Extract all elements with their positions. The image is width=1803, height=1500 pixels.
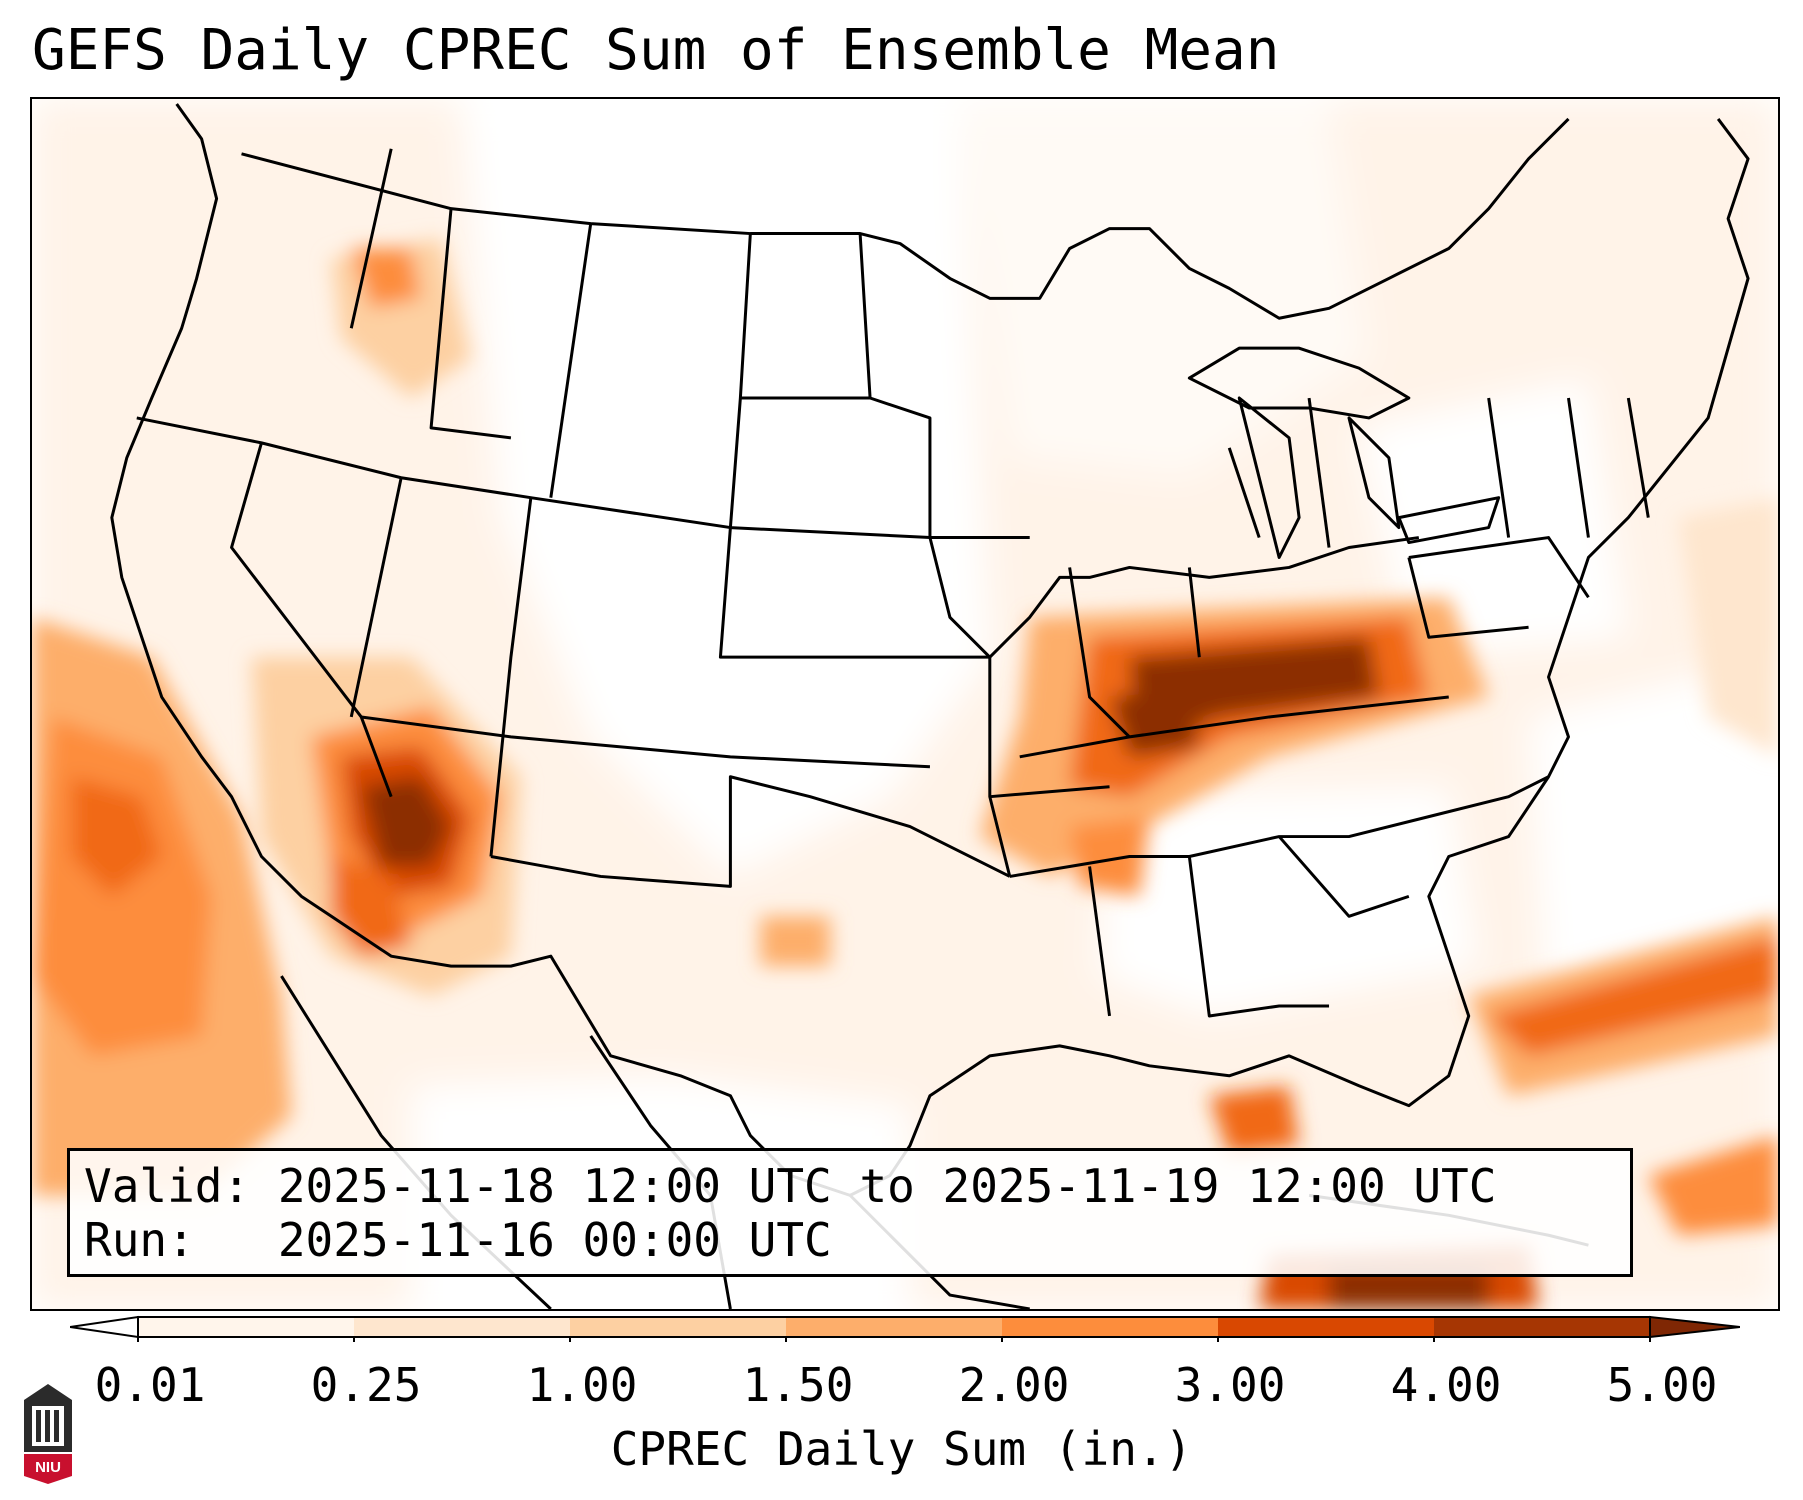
precipitation-map	[30, 97, 1780, 1311]
colorbar-bin	[354, 1317, 570, 1337]
colorbar-tick-label: 0.25	[310, 1358, 422, 1412]
colorbar-tick-label: 3.00	[1174, 1358, 1286, 1412]
colorbar-tick-label: 4.00	[1390, 1358, 1502, 1412]
run-time-text: Run: 2025-11-16 00:00 UTC	[84, 1213, 832, 1267]
colorbar-tick-label: 5.00	[1606, 1358, 1718, 1412]
niu-logo-text: NIU	[35, 1459, 61, 1476]
colorbar-tick-label: 2.00	[958, 1358, 1070, 1412]
colorbar-bin	[138, 1317, 354, 1337]
colorbar	[70, 1315, 1740, 1342]
colorbar-bin	[786, 1317, 1002, 1337]
precip-field-medium	[32, 238, 1778, 1309]
colorbar-tick-label: 1.00	[526, 1358, 638, 1412]
colorbar-label: CPREC Daily Sum (in.)	[610, 1422, 1193, 1476]
colorbar-bin	[570, 1317, 786, 1337]
colorbar-bin	[1434, 1317, 1650, 1337]
niu-logo-icon: NIU	[24, 1384, 72, 1484]
colorbar-over-extend	[1649, 1315, 1740, 1339]
colorbar-under-extend	[70, 1315, 139, 1339]
map-svg	[32, 99, 1778, 1309]
colorbar-tick-label: 0.01	[94, 1358, 206, 1412]
colorbar-bin	[1218, 1317, 1434, 1337]
valid-time-text: Valid: 2025-11-18 12:00 UTC to 2025-11-1…	[84, 1159, 1497, 1213]
colorbar-bin	[1002, 1317, 1218, 1337]
colorbar-tick-label: 1.50	[742, 1358, 854, 1412]
validity-info-box: Valid: 2025-11-18 12:00 UTC to 2025-11-1…	[67, 1148, 1633, 1277]
map-title: GEFS Daily CPREC Sum of Ensemble Mean	[32, 18, 1280, 83]
